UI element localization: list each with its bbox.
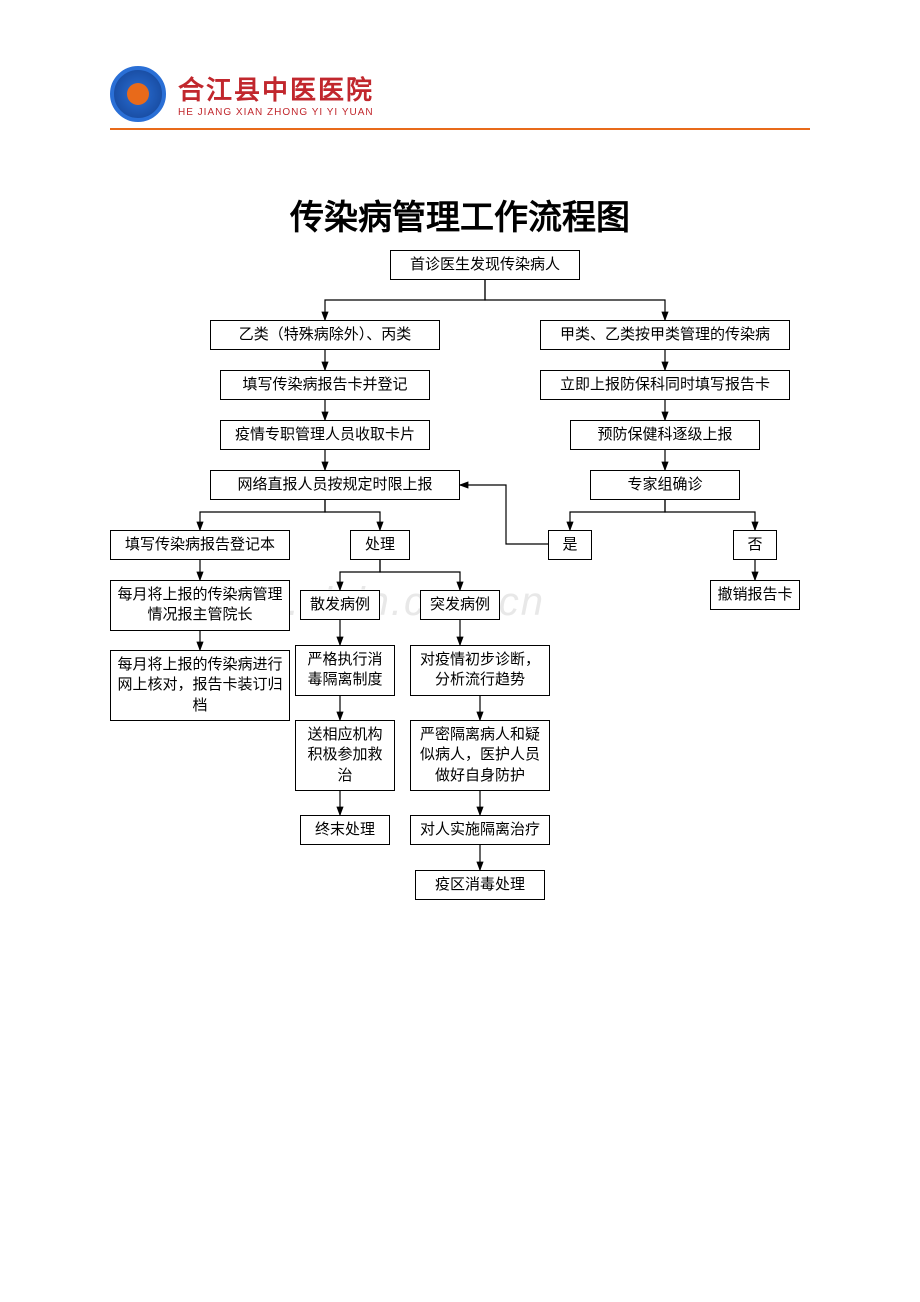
flowchart-canvas: WWW.zixin.com.cn 首诊医生发现传染病人乙类（特殊病除外）、丙类甲… (110, 250, 810, 1000)
flowchart-node: 疫区消毒处理 (415, 870, 545, 900)
org-subtitle: HE JIANG XIAN ZHONG YI YI YUAN (178, 107, 374, 118)
page-header: 合江县中医医院 HE JIANG XIAN ZHONG YI YI YUAN (110, 60, 810, 130)
org-block: 合江县中医医院 HE JIANG XIAN ZHONG YI YI YUAN (178, 70, 374, 118)
flowchart-node: 乙类（特殊病除外）、丙类 (210, 320, 440, 350)
flowchart-node: 对人实施隔离治疗 (410, 815, 550, 845)
flowchart-edge (380, 560, 460, 590)
flowchart-node: 是 (548, 530, 592, 560)
flowchart-node: 预防保健科逐级上报 (570, 420, 760, 450)
flowchart-node: 每月将上报的传染病进行网上核对，报告卡装订归档 (110, 650, 290, 721)
flowchart-edge (325, 280, 485, 320)
flowchart-node: 送相应机构积极参加救治 (295, 720, 395, 791)
flowchart-node: 对疫情初步诊断，分析流行趋势 (410, 645, 550, 696)
flowchart-node: 严格执行消毒隔离制度 (295, 645, 395, 696)
flowchart-node: 网络直报人员按规定时限上报 (210, 470, 460, 500)
flowchart-node: 突发病例 (420, 590, 500, 620)
flowchart-node: 终末处理 (300, 815, 390, 845)
flowchart-node: 填写传染病报告登记本 (110, 530, 290, 560)
flowchart-node: 甲类、乙类按甲类管理的传染病 (540, 320, 790, 350)
org-name: 合江县中医医院 (178, 70, 374, 107)
page-title: 传染病管理工作流程图 (0, 190, 920, 239)
flowchart-node: 每月将上报的传染病管理情况报主管院长 (110, 580, 290, 631)
flowchart-edge (485, 280, 665, 320)
hospital-logo-icon (110, 66, 166, 122)
flowchart-node: 否 (733, 530, 777, 560)
flowchart-node: 疫情专职管理人员收取卡片 (220, 420, 430, 450)
flowchart-node: 撤销报告卡 (710, 580, 800, 610)
flowchart-edge (200, 500, 325, 530)
flowchart-node: 填写传染病报告卡并登记 (220, 370, 430, 400)
flowchart-edge (665, 500, 755, 530)
flowchart-edge (340, 560, 380, 590)
flowchart-edge (325, 500, 380, 530)
flowchart-node: 严密隔离病人和疑似病人，医护人员做好自身防护 (410, 720, 550, 791)
page: 合江县中医医院 HE JIANG XIAN ZHONG YI YI YUAN 传… (0, 0, 920, 1302)
flowchart-node: 专家组确诊 (590, 470, 740, 500)
flowchart-node: 立即上报防保科同时填写报告卡 (540, 370, 790, 400)
flowchart-edge (570, 500, 665, 530)
flowchart-edge (460, 485, 548, 544)
flowchart-node: 处理 (350, 530, 410, 560)
flowchart-node: 散发病例 (300, 590, 380, 620)
flowchart-node: 首诊医生发现传染病人 (390, 250, 580, 280)
